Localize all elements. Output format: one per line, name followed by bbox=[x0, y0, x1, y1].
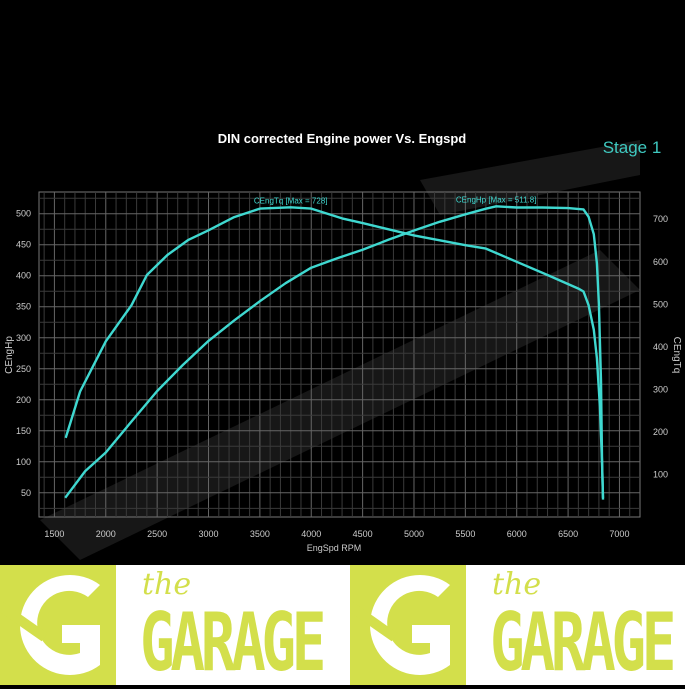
x-tick-label: 7000 bbox=[609, 529, 629, 539]
y-right-tick-label: 500 bbox=[653, 299, 668, 309]
x-tick-label: 5000 bbox=[404, 529, 424, 539]
y-left-tick-label: 50 bbox=[21, 488, 31, 498]
x-tick-label: 1500 bbox=[44, 529, 64, 539]
x-tick-label: 3500 bbox=[250, 529, 270, 539]
series-annotation: CEngHp [Max = 511.8] bbox=[456, 195, 537, 204]
y-right-tick-label: 200 bbox=[653, 427, 668, 437]
y-left-tick-label: 300 bbox=[16, 333, 31, 343]
chart-title: DIN corrected Engine power Vs. Engspd bbox=[218, 131, 467, 146]
y-right-tick-label: 300 bbox=[653, 384, 668, 394]
y-right-tick-label: 700 bbox=[653, 214, 668, 224]
series-line-CEngHp bbox=[64, 205, 605, 500]
x-tick-label: 4500 bbox=[353, 529, 373, 539]
grid bbox=[39, 192, 640, 517]
garage-logo: the GARAGE bbox=[350, 565, 685, 685]
x-tick-label: 3000 bbox=[198, 529, 218, 539]
series-line-CEngTq bbox=[64, 206, 605, 498]
plot-area bbox=[38, 191, 641, 518]
g-wrench-icon bbox=[350, 565, 466, 685]
y-right-tick-label: 400 bbox=[653, 342, 668, 352]
x-tick-label: 2000 bbox=[96, 529, 116, 539]
x-tick-label: 5500 bbox=[455, 529, 475, 539]
y-axis-left-label: CEngHp bbox=[4, 336, 15, 374]
y-left-tick-label: 350 bbox=[16, 302, 31, 312]
brand-small: the bbox=[492, 567, 542, 602]
garage-banner: the GARAGE the GARAGE bbox=[0, 565, 685, 685]
stage-badge: Stage 1 bbox=[603, 138, 662, 157]
y-right-tick-label: 100 bbox=[653, 469, 668, 479]
x-tick-label: 2500 bbox=[147, 529, 167, 539]
y-left-tick-label: 400 bbox=[16, 271, 31, 281]
y-left-tick-label: 250 bbox=[16, 364, 31, 374]
y-axis-right-label: CEngTq bbox=[671, 337, 682, 374]
y-left-tick-label: 500 bbox=[16, 209, 31, 219]
series-annotation: CEngTq [Max = 728] bbox=[254, 196, 328, 205]
x-axis-label: EngSpd RPM bbox=[307, 543, 362, 553]
y-left-tick-label: 100 bbox=[16, 457, 31, 467]
watermark-logo bbox=[40, 140, 640, 560]
y-left-tick-label: 450 bbox=[16, 240, 31, 250]
brand-large: GARAGE bbox=[140, 596, 326, 689]
garage-logo: the GARAGE bbox=[0, 565, 350, 685]
y-left-tick-label: 200 bbox=[16, 395, 31, 405]
g-wrench-icon bbox=[0, 565, 116, 685]
y-left-tick-label: 150 bbox=[16, 426, 31, 436]
brand-small: the bbox=[142, 567, 192, 602]
y-right-tick-label: 600 bbox=[653, 257, 668, 267]
x-tick-label: 6000 bbox=[507, 529, 527, 539]
dyno-chart: DIN corrected Engine power Vs. Engspd St… bbox=[4, 131, 682, 560]
x-tick-label: 4000 bbox=[301, 529, 321, 539]
x-tick-label: 6500 bbox=[558, 529, 578, 539]
brand-large: GARAGE bbox=[490, 596, 676, 689]
